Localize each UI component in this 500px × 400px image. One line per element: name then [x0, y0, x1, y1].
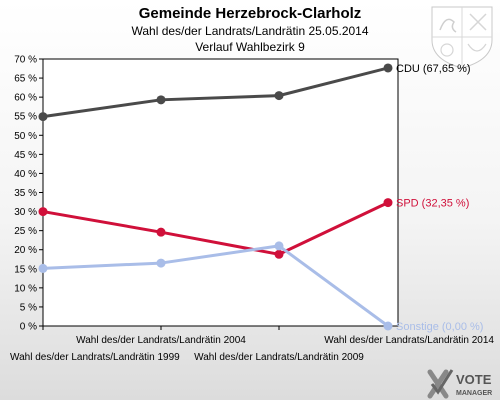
data-point-sonstige	[274, 241, 284, 251]
chart-title: Gemeinde Herzebrock-Clarholz	[138, 5, 362, 22]
data-point-sonstige	[156, 258, 166, 268]
end-label-sonstige: Sonstige (0,00 %)	[396, 321, 483, 333]
y-axis: 0 % 5 % 10 % 15 % 20 % 25 % 30 % 35 % 40 % 45 % 50…	[14, 55, 43, 333]
y-tick-label: 5 %	[20, 302, 37, 313]
y-tick-label: 10 %	[14, 283, 37, 294]
data-point-cdu	[383, 63, 393, 73]
data-point-spd	[38, 207, 48, 217]
data-point-cdu	[274, 91, 284, 101]
logo-text-manager: MANAGER	[456, 390, 492, 397]
y-tick-label: 60 %	[14, 93, 37, 104]
y-tick-label: 30 %	[14, 207, 37, 218]
series-layer: CDU (67,65 %) SPD (32,35 %) Sonstige (0,00…	[38, 63, 483, 333]
y-tick-label: 35 %	[14, 188, 37, 199]
data-point-spd	[383, 198, 393, 208]
y-tick-label: 55 %	[14, 112, 37, 123]
series-line-cdu	[42, 66, 389, 119]
chart-subtitle: Wahl des/der Landrats/Landrätin 25.05.20…	[131, 24, 369, 38]
series-line-spd	[42, 201, 389, 256]
data-point-spd	[156, 227, 166, 237]
y-tick-label: 0 %	[20, 322, 37, 333]
y-tick-label: 50 %	[14, 131, 37, 142]
chart-subtitle-district: Verlauf Wahlbezirk 9	[195, 40, 305, 54]
x-tick-label: Wahl des/der Landrats/Landrätin 2009	[194, 352, 364, 363]
data-point-sonstige	[383, 321, 393, 331]
series-line-sonstige	[42, 244, 389, 328]
x-tick-label: Wahl des/der Landrats/Landrätin 1999	[10, 352, 180, 363]
end-label-cdu: CDU (67,65 %)	[396, 63, 471, 75]
y-tick-label: 45 %	[14, 150, 37, 161]
data-point-cdu	[38, 112, 48, 122]
vote-manager-logo: VOTE MANAGER	[427, 369, 492, 399]
x-tick-label: Wahl des/der Landrats/Landrätin 2014	[324, 335, 494, 346]
data-point-spd	[274, 249, 284, 259]
end-label-spd: SPD (32,35 %)	[396, 198, 469, 210]
y-tick-label: 15 %	[14, 264, 37, 275]
coat-of-arms-icon	[431, 6, 493, 69]
y-tick-label: 40 %	[14, 169, 37, 180]
logo-text-vote: VOTE	[456, 372, 492, 387]
y-tick-label: 65 %	[14, 74, 37, 85]
data-point-sonstige	[38, 263, 48, 273]
y-tick-label: 25 %	[14, 226, 37, 237]
y-tick-label: 70 %	[14, 55, 37, 66]
y-tick-label: 20 %	[14, 245, 37, 256]
x-tick-label: Wahl des/der Landrats/Landrätin 2004	[76, 335, 246, 346]
plot-area	[42, 58, 399, 327]
data-point-cdu	[156, 95, 166, 105]
